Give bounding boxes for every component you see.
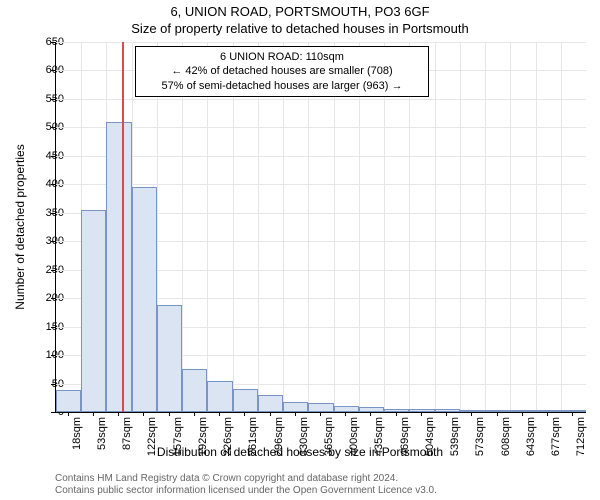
gridline-v xyxy=(359,42,360,412)
annotation-line2: ← 42% of detached houses are smaller (70… xyxy=(142,64,422,78)
x-tick-mark xyxy=(522,412,523,416)
gridline-h xyxy=(56,127,586,128)
credits-line1: Contains HM Land Registry data © Crown c… xyxy=(55,473,437,485)
x-tick-mark xyxy=(68,412,69,416)
x-tick-label: 261sqm xyxy=(247,417,259,467)
chart-root: 6, UNION ROAD, PORTSMOUTH, PO3 6GF Size … xyxy=(0,0,600,500)
x-tick-label: 296sqm xyxy=(273,417,285,467)
x-tick-mark xyxy=(471,412,472,416)
x-tick-label: 157sqm xyxy=(172,417,184,467)
gridline-v xyxy=(283,42,284,412)
histogram-bar xyxy=(308,403,333,412)
x-tick-label: 504sqm xyxy=(424,417,436,467)
histogram-bar xyxy=(81,210,106,412)
histogram-bar xyxy=(56,390,81,412)
x-tick-mark xyxy=(244,412,245,416)
histogram-bar xyxy=(132,187,157,412)
x-tick-mark xyxy=(547,412,548,416)
x-tick-mark xyxy=(572,412,573,416)
gridline-v xyxy=(233,42,234,412)
gridline-v xyxy=(485,42,486,412)
histogram-bar xyxy=(233,389,258,412)
x-tick-mark xyxy=(118,412,119,416)
gridline-v xyxy=(384,42,385,412)
x-tick-mark xyxy=(194,412,195,416)
gridline-v xyxy=(308,42,309,412)
gridline-v xyxy=(536,42,537,412)
gridline-h xyxy=(56,156,586,157)
x-tick-mark xyxy=(93,412,94,416)
x-tick-mark xyxy=(446,412,447,416)
x-tick-mark xyxy=(169,412,170,416)
x-tick-label: 365sqm xyxy=(323,417,335,467)
x-tick-mark xyxy=(320,412,321,416)
gridline-h xyxy=(56,184,586,185)
x-tick-label: 539sqm xyxy=(449,417,461,467)
annotation-line1: 6 UNION ROAD: 110sqm xyxy=(142,50,422,64)
gridline-h xyxy=(56,99,586,100)
credits-line2: Contains public sector information licen… xyxy=(55,485,437,497)
credits: Contains HM Land Registry data © Crown c… xyxy=(55,473,437,497)
x-tick-mark xyxy=(143,412,144,416)
histogram-bar xyxy=(258,395,283,412)
gridline-v xyxy=(409,42,410,412)
x-tick-label: 192sqm xyxy=(197,417,209,467)
annotation-box: 6 UNION ROAD: 110sqm ← 42% of detached h… xyxy=(135,46,429,97)
x-tick-label: 435sqm xyxy=(373,417,385,467)
x-tick-mark xyxy=(370,412,371,416)
x-tick-label: 87sqm xyxy=(121,417,133,467)
x-tick-label: 469sqm xyxy=(399,417,411,467)
x-tick-label: 18sqm xyxy=(71,417,83,467)
gridline-v xyxy=(435,42,436,412)
histogram-bar xyxy=(283,402,308,412)
x-tick-mark xyxy=(219,412,220,416)
histogram-bar xyxy=(409,409,434,412)
page-title: 6, UNION ROAD, PORTSMOUTH, PO3 6GF xyxy=(0,4,600,19)
x-tick-mark xyxy=(345,412,346,416)
x-tick-mark xyxy=(421,412,422,416)
histogram-bar xyxy=(157,305,182,412)
x-tick-label: 608sqm xyxy=(500,417,512,467)
x-tick-label: 53sqm xyxy=(96,417,108,467)
histogram-bar xyxy=(182,369,207,412)
gridline-h xyxy=(56,42,586,43)
x-tick-mark xyxy=(270,412,271,416)
gridline-v xyxy=(334,42,335,412)
x-tick-label: 400sqm xyxy=(348,417,360,467)
x-tick-label: 573sqm xyxy=(474,417,486,467)
histogram-bar xyxy=(384,409,409,412)
x-tick-mark xyxy=(295,412,296,416)
x-tick-label: 643sqm xyxy=(525,417,537,467)
gridline-v xyxy=(460,42,461,412)
x-tick-label: 226sqm xyxy=(222,417,234,467)
gridline-v xyxy=(258,42,259,412)
histogram-bar xyxy=(510,410,535,412)
x-axis-label: Distribution of detached houses by size … xyxy=(0,445,600,459)
histogram-bar xyxy=(106,122,131,412)
histogram-bar xyxy=(485,410,510,412)
marker-line xyxy=(122,42,124,412)
gridline-v xyxy=(182,42,183,412)
x-tick-label: 712sqm xyxy=(575,417,587,467)
x-tick-label: 677sqm xyxy=(550,417,562,467)
x-tick-label: 330sqm xyxy=(298,417,310,467)
page-subtitle: Size of property relative to detached ho… xyxy=(0,21,600,36)
x-tick-label: 122sqm xyxy=(146,417,158,467)
gridline-v xyxy=(207,42,208,412)
annotation-line3: 57% of semi-detached houses are larger (… xyxy=(142,79,422,93)
histogram-bar xyxy=(207,381,232,412)
x-tick-mark xyxy=(396,412,397,416)
x-tick-mark xyxy=(497,412,498,416)
plot-area xyxy=(55,42,586,413)
gridline-v xyxy=(510,42,511,412)
gridline-v xyxy=(561,42,562,412)
